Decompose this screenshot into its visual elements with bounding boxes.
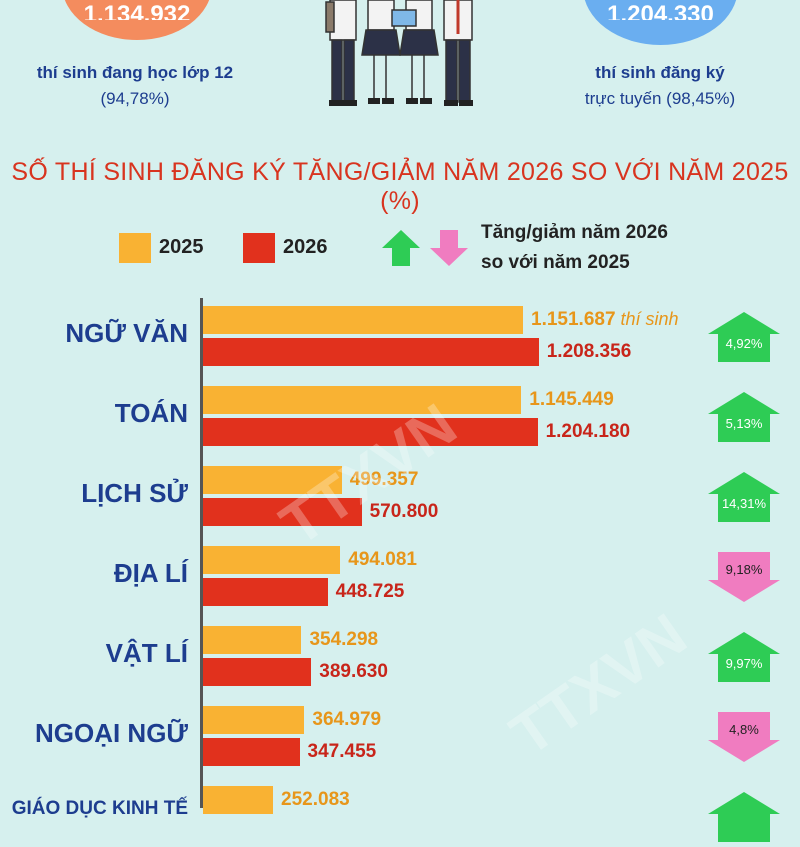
arrow-down-icon <box>708 552 780 602</box>
bar-y2026 <box>203 738 300 766</box>
legend-change-note: Tăng/giảm năm 2026 so với năm 2025 <box>481 218 668 278</box>
decrease-arrow: 4,8% <box>708 712 780 762</box>
legend-change-note-line2: so với năm 2025 <box>481 252 630 273</box>
bar-y2025 <box>203 546 341 574</box>
bar-y2025 <box>203 786 274 814</box>
data-label-y2025: 1.145.449 <box>529 389 614 410</box>
data-label-y2025: 364.979 <box>312 709 382 730</box>
left-stat-caption: thí sinh đang học lớp 12 (94,78%) <box>30 60 240 112</box>
bar-y2025 <box>203 466 342 494</box>
bar-y2025 <box>203 706 305 734</box>
change-percent-label: 4,8% <box>729 722 759 737</box>
left-stat-value: 1.134.932 <box>83 1 191 20</box>
increase-arrow: 9,97% <box>708 632 780 682</box>
legend-swatch-2026 <box>243 233 275 263</box>
data-label-y2025: 494.081 <box>348 549 417 570</box>
legend-label-2025: 2025 <box>159 236 204 258</box>
data-label-y2025: 354.298 <box>309 629 379 650</box>
arrow-up-icon <box>708 632 780 682</box>
category-axis <box>200 298 203 808</box>
bar-y2026 <box>203 498 362 526</box>
increase-arrow: 14,31% <box>708 472 780 522</box>
legend-change-note-line1: Tăng/giảm năm 2026 <box>481 222 668 243</box>
bar-y2025 <box>203 386 522 414</box>
data-label-y2026: 1.208.356 <box>546 341 632 362</box>
legend-swatch-2025 <box>119 233 151 263</box>
left-stat-caption-line1: thí sinh đang học lớp 12 <box>36 63 234 82</box>
right-stat-value: 1.204.330 <box>607 1 714 20</box>
change-percent-label: 4,92% <box>725 336 763 351</box>
data-label-y2026: 389.630 <box>319 661 388 682</box>
change-percent-label: 9,18% <box>725 562 763 577</box>
arrow-up-icon <box>708 392 780 442</box>
right-stat-circle: 1.204.330 <box>583 0 738 45</box>
data-label-y2026: 1.204.180 <box>545 421 631 442</box>
category-label: NGOẠI NGỮ <box>34 718 188 748</box>
increase-arrow: 5,13% <box>708 392 780 442</box>
arrow-up-icon <box>708 312 780 362</box>
change-percent-label: 5,13% <box>725 416 763 431</box>
right-stat-caption: thí sinh đăng ký trực tuyến (98,45%) <box>560 60 760 112</box>
change-percent-label: 9,97% <box>725 656 763 671</box>
arrow-up-icon <box>708 472 780 522</box>
left-stat-circle: 1.134.932 <box>62 0 212 40</box>
bar-y2025 <box>203 306 523 334</box>
chart-title: SỐ THÍ SINH ĐĂNG KÝ TĂNG/GIẢM NĂM 2026 S… <box>11 158 789 215</box>
data-label-y2025: 252.083 <box>281 789 350 810</box>
change-percent-label: 14,31% <box>721 496 767 511</box>
left-stat-caption-line2: (94,78%) <box>100 89 170 108</box>
right-stat-caption-line1: thí sinh đăng ký <box>595 63 725 82</box>
legend-label-2026: 2026 <box>283 236 328 258</box>
bar-y2026 <box>203 418 538 446</box>
watermark: TTXVN <box>498 600 699 769</box>
decrease-arrow: 9,18% <box>708 552 780 602</box>
legend-increase-arrow-icon <box>382 230 420 266</box>
data-label-y2026: 448.725 <box>335 581 405 602</box>
category-label: ĐỊA LÍ <box>113 558 188 588</box>
data-label-y2025: 499.357 <box>349 469 419 490</box>
students-illustration <box>325 0 473 106</box>
arrow-down-icon <box>708 712 780 762</box>
increase-arrow: 4,92% <box>708 312 780 362</box>
unit-label: thí sinh <box>615 309 679 329</box>
legend-decrease-arrow-icon <box>430 230 468 266</box>
data-label-y2026: 570.800 <box>369 501 439 522</box>
data-label-y2025: 1.151.687 thí sinh <box>531 309 679 330</box>
category-label: GIÁO DỤC KINH TẾ <box>11 798 188 819</box>
category-label: LỊCH SỬ <box>81 478 188 508</box>
category-label: NGỮ VĂN <box>65 318 188 348</box>
bar-y2025 <box>203 626 302 654</box>
bar-y2026 <box>203 578 328 606</box>
data-label-y2026: 347.455 <box>307 741 377 762</box>
right-stat-caption-line2: trực tuyến (98,45%) <box>584 89 736 108</box>
bar-y2026 <box>203 658 312 686</box>
category-label: VẬT LÍ <box>105 638 188 668</box>
category-label: TOÁN <box>114 398 188 428</box>
bar-y2026 <box>203 338 539 366</box>
